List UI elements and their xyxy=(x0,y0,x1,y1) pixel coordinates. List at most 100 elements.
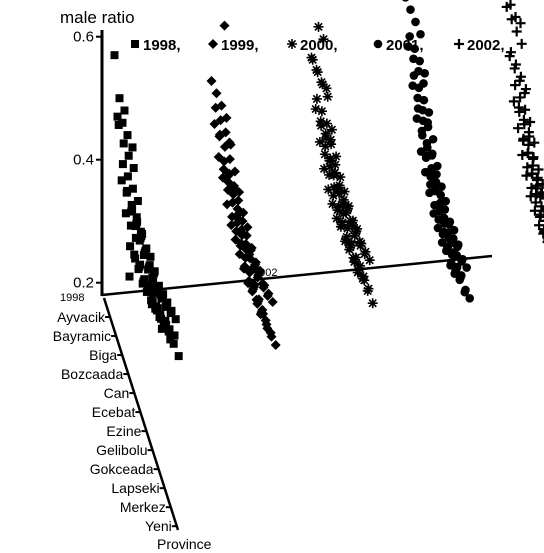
data-point xyxy=(170,331,179,340)
data-point xyxy=(430,186,440,196)
province-tick-label: Ayvacik xyxy=(57,309,106,325)
data-point xyxy=(526,168,537,179)
data-point xyxy=(240,241,251,252)
data-point xyxy=(322,91,333,102)
data-point xyxy=(518,133,529,144)
series-1999 xyxy=(206,20,281,351)
data-point xyxy=(324,161,335,172)
province-axis: Ayvacik Bayramic Biga Bozcaada Can Ecebat Ezin… xyxy=(53,297,180,534)
data-point xyxy=(219,20,230,31)
data-point xyxy=(206,75,217,86)
province-tick-label: Gelibolu xyxy=(96,442,147,458)
data-point xyxy=(539,224,544,235)
data-point xyxy=(418,130,427,140)
data-point xyxy=(428,134,438,144)
data-point xyxy=(506,14,517,25)
data-point xyxy=(447,238,457,248)
data-point xyxy=(230,234,241,245)
x-axis-label: Province xyxy=(157,536,212,552)
data-point xyxy=(124,151,133,160)
data-point xyxy=(523,139,534,150)
data-point xyxy=(118,160,127,169)
data-point xyxy=(342,205,353,216)
data-point xyxy=(540,219,544,222)
data-point xyxy=(527,160,538,171)
province-tick-label: Can xyxy=(104,385,130,401)
data-point xyxy=(171,315,180,324)
data-point xyxy=(460,287,470,297)
data-point xyxy=(128,143,137,152)
data-point xyxy=(211,88,222,99)
province-tick-label: Gokceada xyxy=(90,461,154,477)
data-point xyxy=(341,231,352,242)
data-point xyxy=(510,59,521,70)
province-tick-label: Bayramic xyxy=(53,328,111,344)
data-point xyxy=(119,139,128,148)
data-point xyxy=(231,212,242,223)
data-point xyxy=(367,298,378,309)
data-point xyxy=(505,47,516,58)
data-point xyxy=(352,223,363,234)
data-point xyxy=(334,188,345,199)
data-point xyxy=(524,131,535,142)
data-point xyxy=(155,313,164,321)
data-point xyxy=(159,321,168,330)
data-point xyxy=(515,92,526,103)
data-point xyxy=(522,162,533,173)
data-point xyxy=(226,220,237,231)
data-point xyxy=(166,309,175,318)
data-point xyxy=(415,56,425,66)
data-point xyxy=(227,197,238,208)
legend-marker xyxy=(454,39,464,49)
data-point xyxy=(406,5,415,14)
data-point xyxy=(321,118,332,129)
data-point xyxy=(537,178,544,189)
data-point xyxy=(319,163,330,174)
data-point xyxy=(420,69,430,78)
data-point xyxy=(411,17,420,27)
data-point xyxy=(418,116,428,126)
data-point xyxy=(164,327,173,336)
data-point xyxy=(341,207,352,218)
legend-entry-label: 1998, xyxy=(143,37,181,54)
data-point xyxy=(352,267,363,278)
data-point xyxy=(462,263,472,272)
data-point xyxy=(317,79,328,90)
data-point xyxy=(437,238,447,247)
data-point xyxy=(520,84,531,95)
data-point xyxy=(219,141,230,152)
data-point xyxy=(531,183,542,194)
data-point xyxy=(525,117,536,128)
data-point xyxy=(427,163,436,173)
data-point xyxy=(338,209,349,220)
data-point xyxy=(326,139,337,150)
data-point xyxy=(530,197,541,208)
data-point xyxy=(215,115,226,126)
data-point xyxy=(332,205,343,216)
data-point xyxy=(174,352,183,361)
data-point xyxy=(318,34,329,45)
data-point xyxy=(525,191,536,202)
data-point xyxy=(362,285,373,296)
data-point xyxy=(255,309,266,320)
data-point xyxy=(260,315,271,326)
data-point xyxy=(465,293,475,303)
data-point xyxy=(357,273,368,284)
data-point xyxy=(128,184,137,193)
data-point xyxy=(323,184,334,195)
data-point xyxy=(243,278,254,289)
depth-axis-line xyxy=(101,254,493,297)
data-point xyxy=(139,251,148,260)
data-point xyxy=(238,263,249,274)
data-point xyxy=(501,1,512,12)
data-point xyxy=(540,207,544,211)
data-point xyxy=(343,201,354,212)
legend-entry-label: 2000, xyxy=(300,37,338,54)
data-point xyxy=(132,213,141,222)
data-point xyxy=(349,230,360,241)
data-point xyxy=(344,244,355,255)
data-point xyxy=(144,265,153,274)
data-point xyxy=(129,164,138,173)
